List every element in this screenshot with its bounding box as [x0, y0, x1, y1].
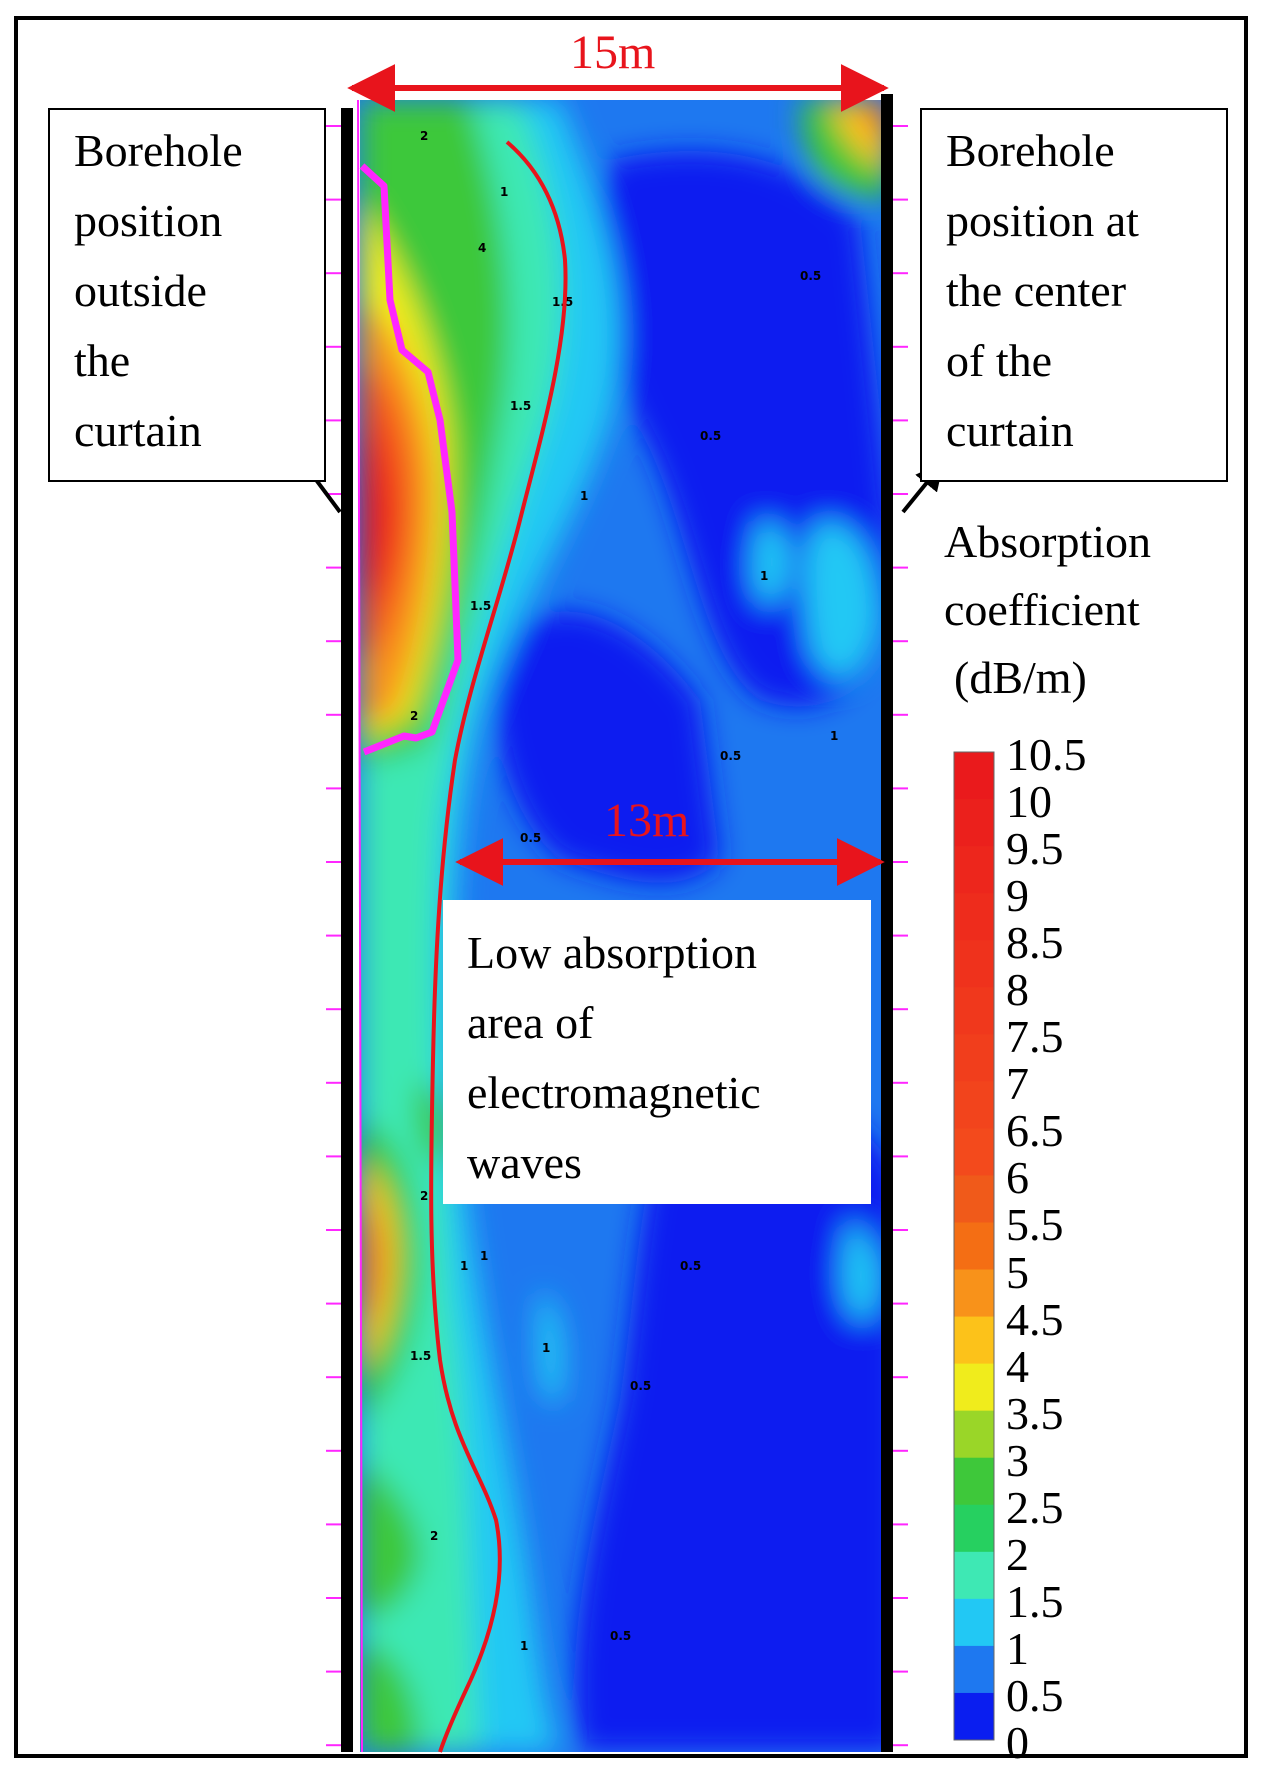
svg-text:1: 1 [520, 1639, 528, 1653]
svg-text:1.5: 1.5 [552, 295, 573, 309]
colorbar-segment [954, 752, 994, 800]
colorbar-segment [954, 1034, 994, 1082]
low-area-line: electromagnetic [467, 1067, 761, 1118]
boundary-curve [429, 140, 568, 1753]
low-area-line: area of [467, 997, 594, 1048]
colorbar-tick-label: 3 [1006, 1434, 1029, 1486]
colorbar-tick-label: 4.5 [1006, 1293, 1064, 1345]
colorbar-segment [954, 1175, 994, 1223]
right-borehole-callout: Borehole position at the center of the c… [920, 108, 1228, 482]
colorbar-segment [954, 893, 994, 941]
callout-line: the [74, 335, 131, 386]
callout-line: Borehole [946, 125, 1115, 176]
callout-line: of the [946, 335, 1053, 386]
colorbar-outline [953, 751, 995, 1741]
colorbar-segment [954, 1692, 994, 1741]
svg-text:1: 1 [460, 1259, 468, 1273]
colorbar-segment [954, 1128, 994, 1176]
colorbar-tick-label: 9.5 [1006, 823, 1064, 875]
right-borehole [881, 94, 893, 1752]
low-area-line: Low absorption [467, 927, 758, 978]
svg-text:0.5: 0.5 [680, 1259, 701, 1273]
colorbar-tick-label: 3.5 [1006, 1387, 1064, 1439]
colorbar-segment [954, 1363, 994, 1412]
svg-text:0.5: 0.5 [700, 429, 721, 443]
colorbar-segment [954, 1598, 994, 1647]
svg-text:0.5: 0.5 [630, 1379, 651, 1393]
svg-text:1.5: 1.5 [410, 1349, 431, 1363]
svg-text:1: 1 [480, 1249, 488, 1263]
colorbar-tick-label: 1 [1006, 1622, 1029, 1674]
low-area-line: waves [467, 1137, 582, 1188]
colorbar-tick-label: 4 [1006, 1340, 1029, 1392]
svg-text:2: 2 [420, 1189, 428, 1203]
legend-title-line: (dB/m) [954, 652, 1087, 703]
svg-text:0.5: 0.5 [800, 269, 821, 283]
colorbar-tick-label: 2.5 [1006, 1481, 1064, 1533]
colorbar-tick-label: 1.5 [1006, 1575, 1064, 1627]
callout-line: position [74, 195, 223, 246]
svg-text:1.5: 1.5 [510, 399, 531, 413]
svg-text:1: 1 [500, 185, 508, 199]
colorbar-tick-label: 0 [1006, 1717, 1029, 1768]
svg-text:2: 2 [420, 129, 428, 143]
legend-title-line: Absorption [944, 516, 1151, 567]
absorption-contour-map: 214 1.51.51 1.520.5 0.50.50.5 110.5 0.51… [360, 100, 888, 1752]
colorbar-tick-label: 8.5 [1006, 917, 1064, 969]
colorbar-segment [954, 940, 994, 988]
colorbar-tick-label: 10 [1006, 776, 1052, 828]
figure-frame [14, 16, 1248, 1758]
width-15m-label: 15m [570, 26, 656, 79]
svg-text:4: 4 [478, 241, 486, 255]
colorbar-tick-label: 5.5 [1006, 1199, 1064, 1251]
colorbar-tick-label: 7.5 [1006, 1011, 1064, 1063]
colorbar-tick-label: 6.5 [1006, 1105, 1064, 1157]
colorbar-tick-label: 0.5 [1006, 1669, 1064, 1721]
svg-text:1: 1 [760, 569, 768, 583]
colorbar-segment [954, 1645, 994, 1694]
low-absorption-label: Low absorption area of electromagnetic w… [443, 900, 871, 1204]
colorbar-tick-label: 7 [1006, 1058, 1029, 1110]
callout-line: outside [74, 265, 207, 316]
colorbar-tick-label: 2 [1006, 1528, 1029, 1580]
width-13m-label: 13m [604, 794, 690, 847]
svg-text:1: 1 [542, 1341, 550, 1355]
colorbar-segment [954, 1504, 994, 1553]
colorbar-tick-label: 10.5 [1006, 729, 1087, 780]
colorbar-segment [954, 1410, 994, 1459]
callout-line: curtain [74, 405, 202, 456]
callout-line: position at [946, 195, 1139, 246]
colorbar-segment [954, 987, 994, 1035]
colorbar-tick-label: 5 [1006, 1246, 1029, 1298]
legend-title-line: coefficient [944, 584, 1140, 635]
colorbar-segment [954, 1081, 994, 1129]
left-borehole [341, 108, 353, 1752]
left-borehole-callout: Borehole position outside the curtain [48, 108, 326, 482]
svg-text:2: 2 [430, 1529, 438, 1543]
callout-line: curtain [946, 405, 1074, 456]
colorbar-tick-label: 9 [1006, 870, 1029, 922]
colorbar-segment [954, 846, 994, 894]
anomaly-outline [359, 163, 462, 756]
colorbar [953, 751, 995, 1741]
colorbar-segment [954, 1551, 994, 1600]
svg-text:0.5: 0.5 [720, 749, 741, 763]
svg-text:0.5: 0.5 [610, 1629, 631, 1643]
callout-line: the center [946, 265, 1127, 316]
svg-text:0.5: 0.5 [520, 831, 541, 845]
colorbar-segment [954, 1457, 994, 1506]
colorbar-segment [954, 1222, 994, 1271]
colorbar-segment [954, 799, 994, 847]
svg-text:2: 2 [410, 709, 418, 723]
colorbar-tick-label: 8 [1006, 964, 1029, 1016]
svg-text:1.5: 1.5 [470, 599, 491, 613]
svg-text:1: 1 [580, 489, 588, 503]
colorbar-segment [954, 1316, 994, 1365]
colorbar-tick-label: 6 [1006, 1152, 1029, 1204]
callout-line: Borehole [74, 125, 243, 176]
legend-title: Absorption coefficient (dB/m) [944, 508, 1151, 712]
colorbar-segment [954, 1269, 994, 1318]
svg-text:1: 1 [830, 729, 838, 743]
